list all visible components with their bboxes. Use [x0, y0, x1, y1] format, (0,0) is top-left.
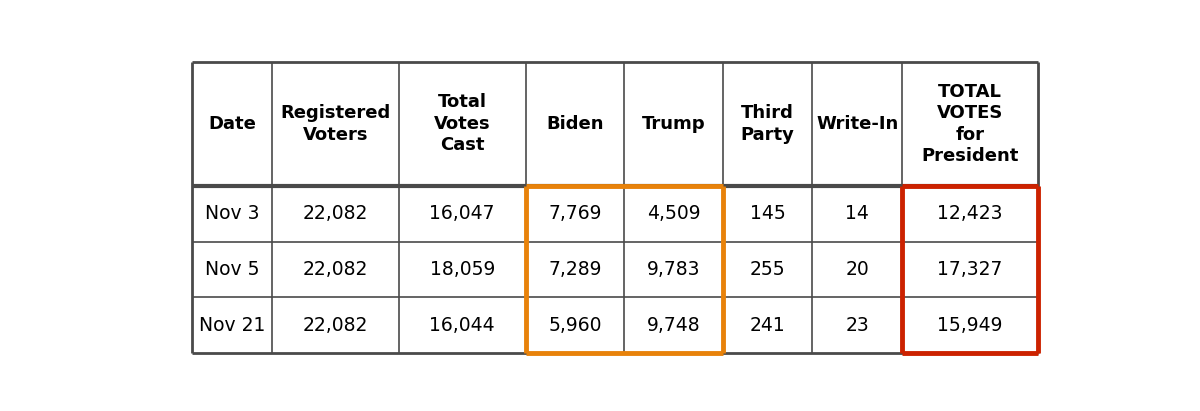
- Text: Third
Party: Third Party: [740, 104, 794, 143]
- Text: 7,769: 7,769: [548, 204, 601, 223]
- Text: 22,082: 22,082: [302, 204, 368, 223]
- Text: Nov 3: Nov 3: [204, 204, 259, 223]
- Text: 9,783: 9,783: [647, 260, 701, 279]
- Text: 17,327: 17,327: [937, 260, 1003, 279]
- Text: 7,289: 7,289: [548, 260, 601, 279]
- Text: 16,044: 16,044: [430, 316, 496, 335]
- Text: 22,082: 22,082: [302, 316, 368, 335]
- Text: 15,949: 15,949: [937, 316, 1003, 335]
- Text: Nov 5: Nov 5: [204, 260, 259, 279]
- Text: Write-In: Write-In: [816, 115, 899, 133]
- Text: Trump: Trump: [642, 115, 706, 133]
- Text: 20: 20: [845, 260, 869, 279]
- Text: 4,509: 4,509: [647, 204, 701, 223]
- Text: 23: 23: [845, 316, 869, 335]
- Text: TOTAL
VOTES
for
President: TOTAL VOTES for President: [922, 83, 1019, 165]
- Text: 18,059: 18,059: [430, 260, 494, 279]
- Text: 14: 14: [845, 204, 869, 223]
- Text: Total
Votes
Cast: Total Votes Cast: [434, 93, 491, 155]
- Text: 12,423: 12,423: [937, 204, 1003, 223]
- Text: 255: 255: [750, 260, 786, 279]
- Text: Nov 21: Nov 21: [199, 316, 265, 335]
- Text: 5,960: 5,960: [548, 316, 601, 335]
- Text: 145: 145: [750, 204, 786, 223]
- Text: 16,047: 16,047: [430, 204, 494, 223]
- Text: 241: 241: [750, 316, 786, 335]
- Text: Biden: Biden: [546, 115, 604, 133]
- Text: 9,748: 9,748: [647, 316, 701, 335]
- Text: Date: Date: [208, 115, 256, 133]
- Text: 22,082: 22,082: [302, 260, 368, 279]
- Text: Registered
Voters: Registered Voters: [280, 104, 390, 143]
